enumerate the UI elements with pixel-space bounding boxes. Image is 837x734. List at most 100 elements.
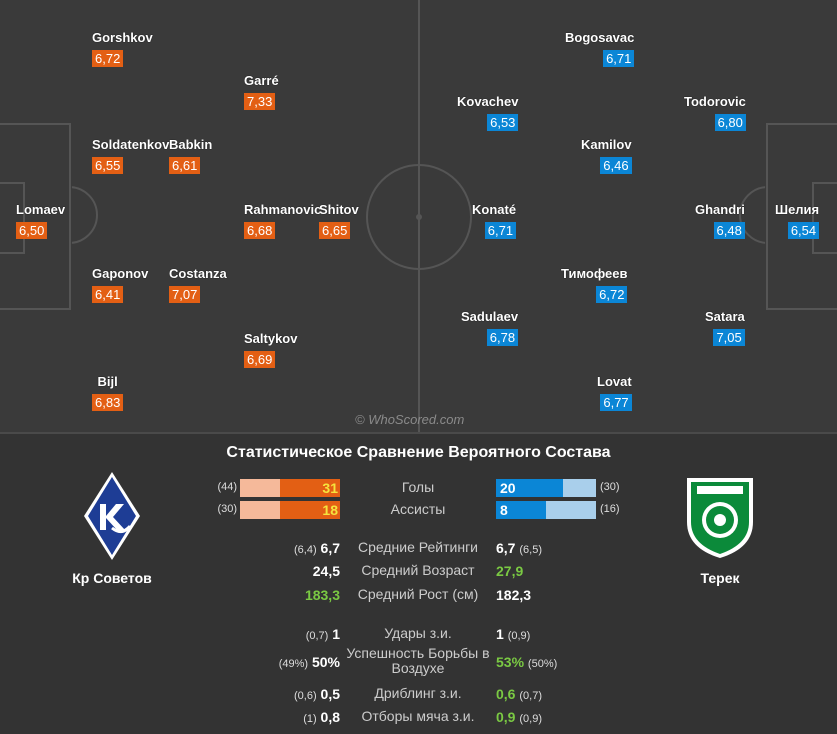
away-player-todorovic[interactable]: Todorovic 6,80	[684, 94, 746, 132]
home-assists-avg: (30)	[217, 503, 237, 515]
player-name: Konaté	[472, 202, 517, 217]
away-shots: 1 (0,9)	[496, 626, 531, 642]
away-assists-bar: 8	[496, 501, 596, 519]
away-goals-value: 20	[500, 480, 516, 496]
player-rating: 6,54	[787, 222, 820, 239]
assists-label: Ассисты	[390, 501, 446, 517]
player-rating: 6,48	[713, 222, 745, 239]
player-name: Sadulaev	[461, 309, 519, 324]
player-name: Soldatenkov	[92, 137, 170, 152]
player-rating: 6,80	[714, 114, 746, 131]
home-player-shitov[interactable]: Shitov 6,65	[319, 202, 359, 240]
home-penalty-box	[0, 123, 71, 310]
player-name: Garré	[244, 73, 279, 88]
home-goals-avg: (44)	[217, 481, 237, 493]
home-player-gorshkov[interactable]: Gorshkov 6,72	[92, 30, 153, 68]
home-team-name: Кр Советов	[72, 570, 152, 586]
home-assists-bar: 18	[240, 501, 340, 519]
home-avg-height: 183,3	[304, 587, 340, 603]
player-name: Rahmanovic	[244, 202, 322, 217]
away-player-sheliya[interactable]: Шелия 6,54	[775, 202, 820, 240]
away-player-konate[interactable]: Konaté 6,71	[472, 202, 517, 240]
home-avg-age: 24,5	[312, 563, 340, 579]
away-avg-height: 182,3	[496, 587, 532, 603]
away-team-name: Терек	[700, 570, 740, 586]
home-player-rahmanovic[interactable]: Rahmanovic 6,68	[244, 202, 321, 240]
away-aerial: 53% (50%)	[496, 654, 558, 670]
aerial-label: Успешность Борьбы в Воздухе	[346, 645, 490, 676]
away-player-kamilov[interactable]: Kamilov 6,46	[581, 137, 632, 175]
away-player-timofeev[interactable]: Тимофеев 6,72	[561, 266, 628, 304]
player-name: Todorovic	[684, 94, 746, 109]
player-name: Gaponov	[92, 266, 149, 281]
avg-age-label: Средний Возраст	[361, 562, 475, 578]
home-goal-box	[0, 182, 25, 254]
away-goals-bar: 20	[496, 479, 596, 497]
away-player-bogosavac[interactable]: Bogosavac 6,71	[565, 30, 635, 68]
home-player-garre[interactable]: Garré 7,33	[244, 73, 279, 111]
away-team[interactable]: Терек	[670, 470, 770, 586]
player-rating: 6,78	[486, 329, 519, 346]
away-goals-avg: (30)	[600, 481, 620, 493]
player-rating: 6,72	[92, 50, 124, 67]
formation-pitch: Gorshkov 6,72 Garré 7,33 Soldatenkov 6,55 B…	[0, 0, 837, 432]
player-name: Тимофеев	[561, 266, 628, 281]
avg-height-label: Средний Рост (см)	[357, 586, 479, 602]
player-rating: 6,68	[244, 222, 276, 239]
player-name: Babkin	[169, 137, 213, 152]
watermark: © WhoScored.com	[355, 412, 465, 427]
away-goal-box	[812, 182, 837, 254]
away-player-lovat[interactable]: Lovat 6,77	[597, 374, 632, 412]
home-goals-value: 31	[322, 480, 338, 496]
player-name: Gorshkov	[92, 30, 153, 45]
center-spot	[416, 214, 422, 220]
away-assists-avg: (16)	[600, 503, 620, 515]
player-name: Shitov	[319, 202, 359, 217]
away-player-kovachev[interactable]: Kovachev 6,53	[457, 94, 519, 132]
player-name: Ghandri	[695, 202, 745, 217]
player-rating: 6,65	[319, 222, 351, 239]
player-rating: 6,55	[92, 157, 124, 174]
player-name: Saltykov	[244, 331, 298, 346]
player-rating: 6,77	[600, 394, 632, 411]
player-rating: 7,07	[169, 286, 201, 303]
away-dribbles: 0,6 (0,7)	[496, 686, 542, 702]
player-rating: 7,05	[713, 329, 745, 346]
away-player-sadulaev[interactable]: Sadulaev 6,78	[461, 309, 519, 347]
player-rating: 6,50	[16, 222, 48, 239]
shots-label: Удары з.и.	[384, 625, 452, 641]
player-rating: 6,61	[169, 157, 201, 174]
player-rating: 6,83	[92, 394, 124, 411]
player-rating: 7,33	[244, 93, 276, 110]
home-shots: (0,7) 1	[305, 626, 340, 642]
player-rating: 6,46	[600, 157, 632, 174]
tackles-label: Отборы мяча з.и.	[361, 708, 475, 724]
home-player-costanza[interactable]: Costanza 7,07	[169, 266, 227, 304]
away-player-ghandri[interactable]: Ghandri 6,48	[695, 202, 745, 240]
akhmat-crest-icon	[687, 478, 753, 558]
home-team[interactable]: Кр Советов	[64, 470, 160, 586]
home-tackles: (1) 0,8	[303, 709, 340, 725]
away-player-satara[interactable]: Satara 7,05	[705, 309, 745, 347]
stats-title: Статистическое Сравнение Вероятного Сост…	[226, 444, 611, 461]
player-rating: 6,71	[603, 50, 635, 67]
player-rating: 6,41	[92, 286, 124, 303]
player-rating: 6,72	[596, 286, 628, 303]
home-player-saltykov[interactable]: Saltykov 6,69	[244, 331, 297, 369]
home-avg-rating: (6,4) 6,7	[294, 540, 340, 556]
home-player-babkin[interactable]: Babkin 6,61	[169, 137, 212, 175]
away-penalty-box	[766, 123, 837, 310]
goals-label: Голы	[401, 479, 435, 495]
home-assists-value: 18	[322, 502, 338, 518]
player-rating: 6,53	[487, 114, 519, 131]
home-dribbles: (0,6) 0,5	[294, 686, 340, 702]
away-avg-age: 27,9	[496, 563, 524, 579]
home-player-lomaev[interactable]: Lomaev 6,50	[16, 202, 65, 240]
home-player-gaponov[interactable]: Gaponov 6,41	[92, 266, 148, 304]
home-player-bijl[interactable]: Bijl 6,83	[92, 374, 124, 412]
away-avg-rating: 6,7 (6,5)	[496, 540, 542, 556]
home-aerial: (49%) 50%	[278, 654, 340, 670]
home-player-soldatenkov[interactable]: Soldatenkov 6,55	[92, 137, 169, 175]
player-name: Costanza	[169, 266, 227, 281]
stat-row-assists: (30) 18 Ассисты 8 (16)	[0, 501, 837, 519]
